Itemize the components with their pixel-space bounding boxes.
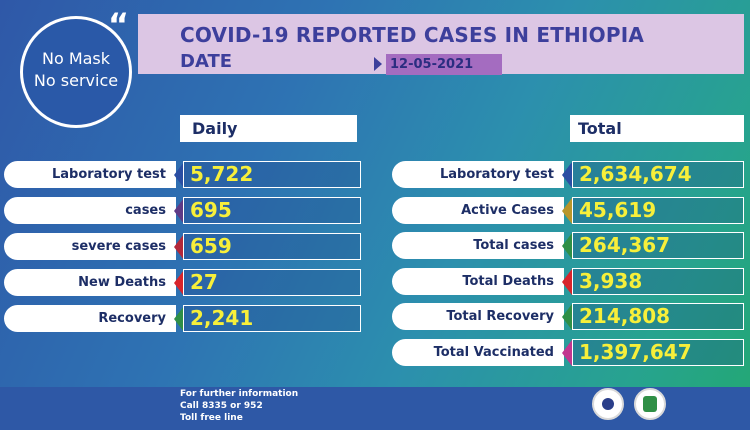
page-title: COVID-19 REPORTED CASES IN ETHIOPIA [180, 23, 645, 47]
row-value: 1,397,647 [572, 338, 744, 366]
date-label: DATE [180, 51, 233, 72]
ministry-of-health-logo [592, 388, 624, 420]
row-label: Laboratory test [4, 161, 176, 188]
row-arrow-icon [562, 268, 572, 295]
row-label: Total Recovery [392, 303, 564, 330]
row-value: 3,938 [572, 267, 744, 295]
date-arrow-icon [374, 57, 382, 71]
no-mask-badge: No Mask No service [20, 16, 132, 128]
quote-mark-icon: “ [108, 6, 130, 44]
row-label: Active Cases [392, 196, 564, 224]
footer-line-1: For further information [180, 389, 299, 399]
row-arrow-icon [174, 162, 184, 188]
row-arrow-icon [562, 162, 572, 188]
row-value: 27 [183, 269, 361, 296]
row-label: Laboratory test [392, 161, 564, 188]
row-value: 659 [183, 233, 361, 260]
footer-line-2: Call 8335 or 952 [180, 401, 263, 411]
row-value: 214,808 [572, 303, 744, 330]
row-arrow-icon [562, 339, 572, 366]
daily-heading: Daily [180, 115, 357, 142]
footer-line-3: Toll free line [180, 413, 243, 423]
row-arrow-icon [174, 270, 184, 296]
row-arrow-icon [174, 306, 184, 332]
row-label: Total Deaths [392, 267, 564, 295]
row-value: 5,722 [183, 161, 361, 188]
row-label: Recovery [4, 305, 176, 332]
row-label: cases [4, 197, 176, 224]
footer: For further information Call 8335 or 952… [0, 387, 750, 430]
badge-line-1: No Mask [41, 49, 111, 68]
row-value: 45,619 [572, 196, 744, 224]
badge-line-2: No service [33, 71, 119, 90]
row-label: severe cases [4, 233, 176, 260]
row-arrow-icon [562, 304, 572, 330]
row-arrow-icon [562, 197, 572, 224]
row-label: Total cases [392, 232, 564, 259]
row-arrow-icon [562, 233, 572, 259]
row-value: 264,367 [572, 232, 744, 259]
row-arrow-icon [174, 234, 184, 260]
row-value: 2,634,674 [572, 161, 744, 188]
ephi-logo [634, 388, 666, 420]
row-arrow-icon [174, 198, 184, 224]
row-value: 695 [183, 197, 361, 224]
title-banner: COVID-19 REPORTED CASES IN ETHIOPIA DATE… [138, 14, 744, 75]
row-label: Total Vaccinated [392, 338, 564, 366]
row-value: 2,241 [183, 305, 361, 332]
row-label: New Deaths [4, 269, 176, 296]
total-heading: Total [570, 115, 744, 142]
date-value: 12-05-2021 [386, 54, 502, 75]
